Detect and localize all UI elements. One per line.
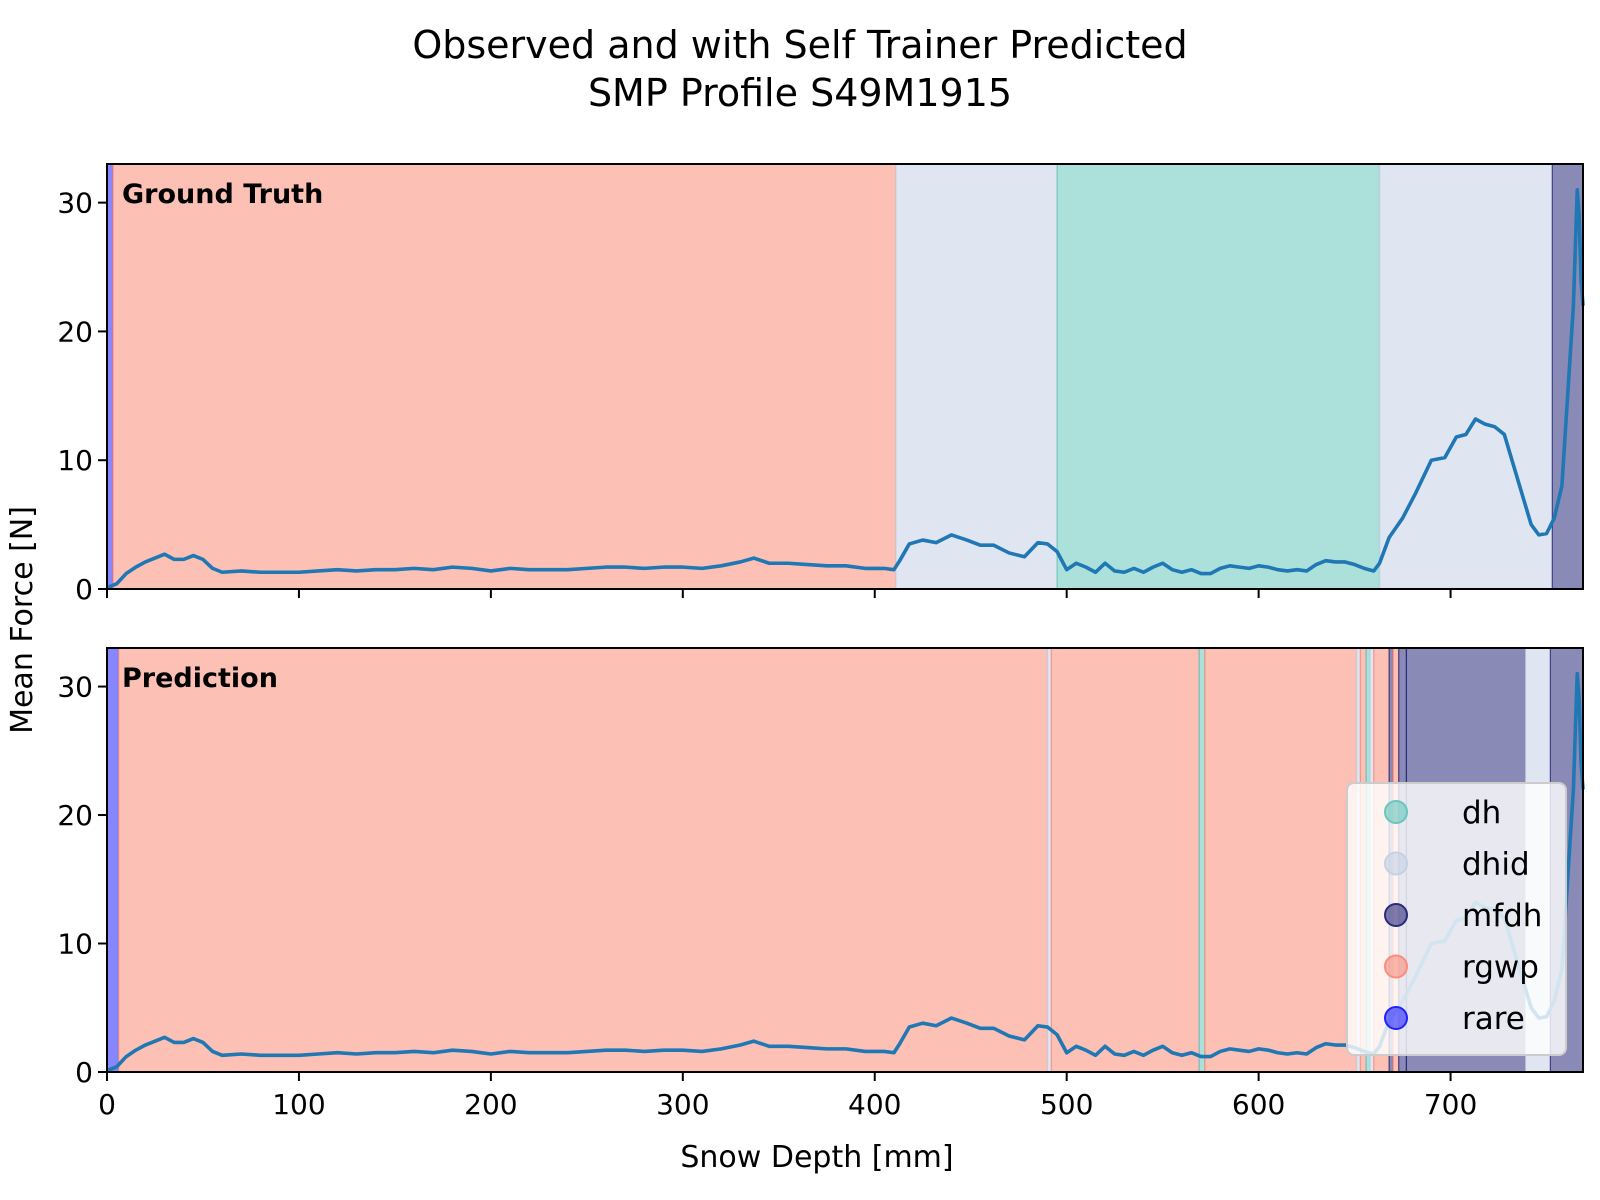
plot-frame bbox=[106, 647, 1584, 1073]
chart-title-line-1: Observed and with Self Trainer Predicted bbox=[412, 23, 1187, 67]
legend-label: dhid bbox=[1462, 847, 1530, 883]
legend-item-dh: dh bbox=[1384, 795, 1501, 831]
segment-rgwp bbox=[117, 647, 1049, 1073]
legend-label: rgwp bbox=[1462, 950, 1539, 986]
legend: dh dhid mfdh rgwp rare bbox=[1346, 782, 1567, 1056]
panel-label: Ground Truth bbox=[122, 179, 323, 210]
panel-ground-truth: 0 10 20 30 Ground Truth bbox=[57, 163, 1585, 606]
segment-dhid bbox=[1378, 163, 1553, 590]
y-tick-label: 30 bbox=[57, 671, 93, 704]
segment-dh bbox=[1056, 163, 1381, 590]
panel-label: Prediction bbox=[122, 663, 278, 694]
legend-label: rare bbox=[1462, 1001, 1525, 1037]
y-tick-label: 10 bbox=[57, 928, 93, 961]
segment-rgwp bbox=[112, 163, 897, 590]
x-tick-label: 100 bbox=[272, 1088, 325, 1121]
legend-item-rare: rare bbox=[1384, 1001, 1525, 1037]
chart-title-line-2: SMP Profile S49M1915 bbox=[588, 71, 1012, 115]
x-tick-label: 700 bbox=[1424, 1088, 1477, 1121]
segment-rgwp bbox=[1050, 647, 1200, 1073]
legend-item-mfdh: mfdh bbox=[1384, 898, 1542, 934]
legend-item-rgwp: rgwp bbox=[1384, 950, 1539, 986]
segment-dhid bbox=[895, 163, 1058, 590]
y-tick-label: 20 bbox=[57, 315, 93, 348]
legend-label: dh bbox=[1462, 795, 1501, 831]
legend-box bbox=[1346, 782, 1567, 1056]
x-tick-label: 600 bbox=[1232, 1088, 1285, 1121]
force-line bbox=[106, 187, 1585, 590]
y-tick-label: 10 bbox=[57, 444, 93, 477]
x-tick-label: 400 bbox=[848, 1088, 901, 1121]
segment-rgwp bbox=[1204, 647, 1358, 1073]
y-axis-label: Mean Force [N] bbox=[5, 506, 40, 734]
legend-label: mfdh bbox=[1462, 898, 1542, 934]
y-tick-label: 30 bbox=[57, 187, 93, 220]
x-tick-label: 200 bbox=[464, 1088, 517, 1121]
segment-dh bbox=[1198, 647, 1206, 1073]
legend-marker bbox=[1384, 800, 1408, 824]
y-tick-label: 20 bbox=[57, 799, 93, 832]
y-tick-label: 0 bbox=[75, 573, 93, 606]
plot-frame bbox=[106, 163, 1584, 590]
legend-marker bbox=[1384, 851, 1408, 876]
x-axis-label: Snow Depth [mm] bbox=[680, 1140, 953, 1175]
segment-rare bbox=[106, 647, 120, 1073]
legend-item-dhid: dhid bbox=[1384, 847, 1530, 883]
legend-marker bbox=[1384, 903, 1408, 927]
x-tick-label: 300 bbox=[656, 1088, 709, 1121]
legend-marker bbox=[1384, 954, 1408, 979]
legend-marker bbox=[1384, 1006, 1408, 1030]
y-tick-label: 0 bbox=[75, 1056, 93, 1089]
x-tick-label: 0 bbox=[98, 1088, 116, 1121]
x-tick-label: 500 bbox=[1040, 1088, 1093, 1121]
